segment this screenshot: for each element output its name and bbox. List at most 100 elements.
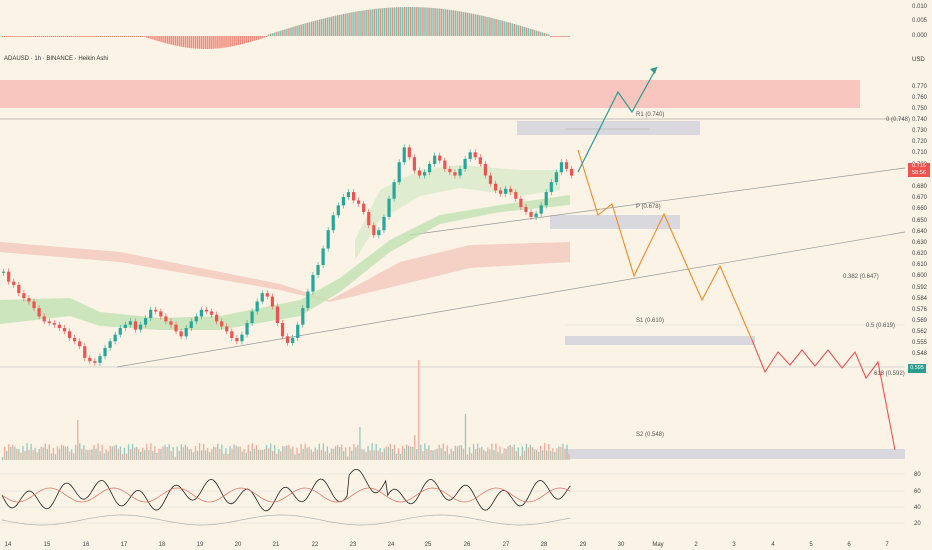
volume-bar [261, 449, 264, 460]
x-tick-label: 18 [159, 542, 166, 548]
volume-bar [6, 450, 8, 460]
volume-bar [436, 448, 438, 460]
volume-bar [164, 444, 166, 460]
volume-bar [265, 444, 268, 460]
osc-bar [140, 36, 142, 37]
osc-bar [73, 36, 75, 37]
candle-body [144, 318, 148, 325]
osc-bar [202, 36, 205, 49]
osc-bar [379, 8, 382, 36]
volume-bar [345, 447, 347, 460]
volume-bar [359, 427, 361, 460]
osc-bar [485, 16, 487, 36]
osc-bar [401, 7, 404, 37]
osc-bar [267, 34, 270, 36]
osc-bar [499, 20, 501, 36]
volume-bar [369, 450, 371, 460]
volume-bar [403, 448, 406, 460]
currency-label[interactable]: USD [912, 57, 925, 63]
volume-bar [14, 446, 16, 460]
osc-bar [444, 9, 447, 36]
osc-bar [225, 36, 227, 48]
volume-bar [95, 448, 97, 460]
osc-bar [544, 33, 546, 36]
volume-bar [521, 446, 523, 460]
slow-ma-ribbon [0, 242, 570, 302]
osc-bar [235, 36, 237, 46]
candle-body [570, 168, 574, 176]
volume-bar [479, 447, 481, 460]
osc-bar [377, 8, 380, 37]
candle-body [544, 192, 548, 206]
volume-bar [182, 447, 184, 460]
osc-bar [174, 36, 177, 46]
volume-bar [247, 444, 249, 460]
osc-bar [424, 7, 426, 36]
candle-body [428, 163, 432, 173]
osc-bar [44, 36, 47, 37]
osc-bar [353, 11, 355, 36]
osc-bar [345, 13, 347, 36]
candle-body [357, 200, 361, 204]
osc-bar [304, 23, 306, 36]
candle-body [73, 337, 77, 342]
candle-body [230, 331, 234, 338]
volume-bar [50, 453, 53, 460]
osc-bar [566, 36, 568, 37]
candle-body [463, 158, 467, 169]
x-tick-label: 3 [732, 542, 736, 548]
volume-bar [99, 451, 101, 460]
osc-bar [89, 36, 91, 37]
osc-bar [271, 33, 274, 36]
osc-bar [71, 36, 73, 37]
osc-bar [389, 7, 392, 37]
x-tick-label: 22 [312, 542, 319, 548]
candle-body [133, 321, 138, 330]
volume-bar [513, 444, 515, 460]
volume-bar [310, 449, 312, 460]
volume-bar [525, 443, 528, 460]
osc-bar [60, 36, 63, 37]
volume-bar [115, 444, 117, 460]
candle-body [199, 309, 203, 317]
candle-body [316, 265, 320, 275]
volume-bar [184, 444, 186, 460]
osc-bar [479, 15, 481, 36]
candle-body [524, 207, 528, 212]
osc-bar [239, 36, 242, 45]
candle-body [326, 230, 330, 249]
osc-bar [505, 21, 507, 36]
candle-body [346, 192, 351, 198]
x-tick-label: 28 [541, 542, 548, 548]
osc-bar [338, 14, 341, 36]
volume-bar [282, 445, 284, 460]
candle-body [433, 155, 437, 164]
y-tick-label: 0.650 [912, 218, 928, 224]
osc-bar [341, 14, 343, 36]
osc-bar [2, 36, 4, 37]
osc-bar [68, 36, 71, 37]
volume-bar [450, 448, 452, 460]
osc-bar [428, 7, 430, 36]
osc-bar [75, 36, 77, 37]
osc-bar [349, 12, 351, 37]
volume-bar [428, 445, 430, 460]
osc-bar [115, 36, 118, 37]
volume-bar [160, 448, 162, 460]
osc-bar [322, 18, 325, 36]
volume-bar [481, 447, 483, 460]
osc-bar [263, 36, 266, 38]
osc-bar [489, 17, 491, 36]
osc-bar [320, 19, 323, 36]
candle-body [103, 347, 107, 357]
volume-bar [491, 443, 493, 460]
osc-bar [541, 32, 544, 36]
x-tick-label: 20 [235, 542, 242, 548]
volume-bar [464, 414, 467, 460]
volume-bar [54, 454, 57, 460]
candle-body [189, 321, 193, 329]
osc-bar [310, 21, 313, 36]
volume-bar [241, 451, 243, 460]
osc-bar [255, 36, 258, 41]
